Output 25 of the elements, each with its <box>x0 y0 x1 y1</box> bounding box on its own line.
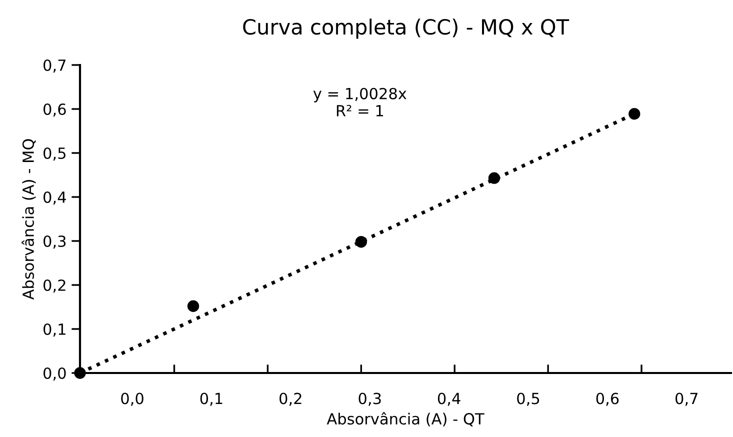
y-tick-label: 0,7 <box>44 59 66 73</box>
x-tick-label: 0,3 <box>358 392 381 406</box>
point <box>488 172 500 184</box>
y-tick-label: 0,4 <box>44 191 66 205</box>
y-tick-label: 0,2 <box>44 279 66 293</box>
x-axis-title: Absorvância (A) - QT <box>326 412 484 426</box>
x-tick-label: 0,1 <box>200 392 222 406</box>
x-tick-label: 0,5 <box>517 392 540 406</box>
point <box>74 367 86 379</box>
y-tick-label: 0,3 <box>44 235 66 249</box>
point <box>187 300 200 312</box>
y-axis-title: Absorvância (A) - MQ <box>22 139 36 300</box>
point <box>355 236 367 248</box>
x-tick-label: 0,0 <box>121 392 144 406</box>
point <box>628 108 640 120</box>
y-tick-label: 0,6 <box>44 103 66 117</box>
annotation: y = 1,0028x R² = 1 <box>313 88 406 116</box>
y-tick-label: 0,1 <box>44 323 66 337</box>
x-tick-label: 0,2 <box>280 392 302 406</box>
y-tick-label: 0,0 <box>44 367 66 381</box>
x-tick-label: 0,4 <box>438 392 460 406</box>
x-tick-label: 0,7 <box>676 392 698 406</box>
y-tick-label: 0,5 <box>44 147 66 161</box>
x-tick-label: 0,6 <box>596 392 619 406</box>
chart-title: Curva completa (CC) - MQ x QT <box>243 18 570 39</box>
